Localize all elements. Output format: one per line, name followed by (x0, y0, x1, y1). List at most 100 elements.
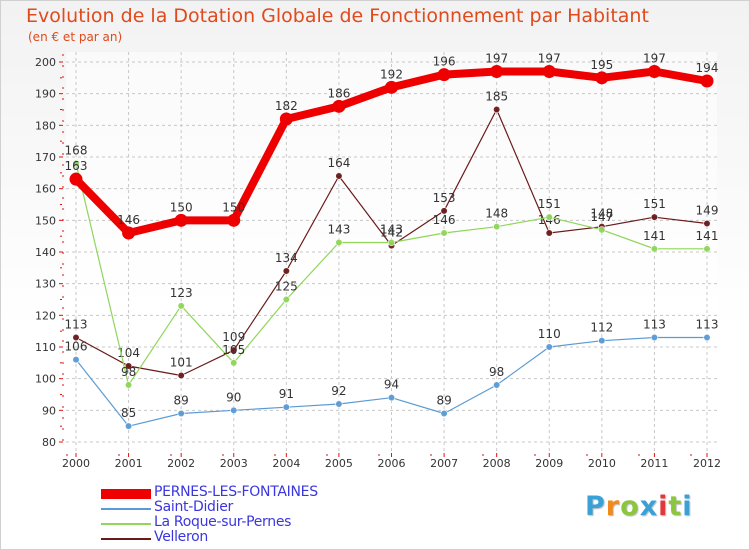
logo-letter: i (682, 491, 693, 522)
data-point (437, 68, 451, 82)
data-point (69, 172, 83, 186)
data-point (279, 112, 293, 126)
data-label: 98 (121, 365, 136, 379)
data-point (335, 400, 343, 408)
data-point (72, 333, 80, 342)
data-label: 194 (696, 61, 719, 75)
legend-label: Saint-Didier (154, 499, 233, 515)
logo-letter: x (639, 491, 659, 522)
data-label: 113 (696, 318, 719, 332)
y-tick-label: 160 (35, 183, 56, 196)
data-point (335, 238, 343, 247)
data-label: 142 (380, 226, 403, 240)
x-tick-label: 2011 (640, 457, 668, 470)
data-label: 105 (222, 343, 245, 357)
data-point (493, 223, 501, 231)
data-label: 134 (275, 251, 298, 265)
x-tick-label: 2006 (378, 457, 406, 470)
x-tick-label: 2008 (483, 457, 511, 470)
data-point (545, 343, 553, 351)
data-point (124, 422, 133, 430)
data-label: 141 (643, 229, 666, 243)
data-point (124, 381, 133, 389)
data-label: 143 (327, 223, 350, 237)
y-tick-label: 100 (35, 373, 56, 386)
x-tick-label: 2010 (588, 457, 616, 470)
data-point (700, 74, 714, 88)
data-point (595, 71, 609, 85)
data-label: 125 (275, 280, 298, 294)
data-point (282, 295, 290, 304)
data-label: 106 (65, 340, 88, 354)
data-label: 141 (696, 229, 719, 243)
data-point (440, 207, 448, 215)
data-label: 150 (222, 200, 245, 214)
data-point (124, 362, 133, 370)
data-label: 109 (222, 330, 245, 344)
data-label: 150 (170, 200, 193, 214)
data-point (282, 403, 290, 411)
data-point (177, 302, 185, 310)
chart-subtitle: (en € et par an) (28, 30, 123, 44)
data-label: 168 (65, 143, 88, 157)
x-tick-label: 2003 (220, 457, 248, 470)
data-point (227, 213, 241, 227)
data-label: 98 (489, 365, 504, 379)
data-point (440, 409, 448, 418)
data-point (542, 65, 556, 78)
data-point (72, 159, 80, 167)
data-label: 146 (117, 213, 140, 227)
data-point (230, 346, 238, 354)
data-point (174, 213, 188, 227)
data-label: 112 (590, 321, 613, 335)
x-tick-label: 2002 (167, 457, 195, 470)
data-label: 101 (170, 356, 193, 370)
data-label: 196 (433, 55, 456, 69)
y-tick-label: 140 (35, 246, 56, 259)
data-point (598, 226, 606, 234)
data-label: 163 (65, 159, 88, 173)
data-label: 146 (433, 213, 456, 227)
data-label: 110 (538, 327, 561, 341)
line-chart: 80 90 100 110 120 130 140 150 160 170 180 190 200 200… (35, 52, 721, 471)
data-point (647, 65, 661, 78)
data-label: 195 (590, 58, 613, 72)
data-label: 113 (65, 318, 88, 332)
x-tick-label: 2001 (115, 457, 143, 470)
data-point (282, 267, 290, 275)
data-point (335, 172, 343, 180)
data-label: 104 (117, 346, 140, 360)
data-label: 182 (275, 99, 298, 113)
data-label: 92 (331, 384, 346, 398)
y-tick-label: 130 (35, 278, 56, 291)
x-tick-label: 2000 (62, 457, 90, 470)
data-point (545, 213, 553, 221)
data-label: 113 (643, 318, 666, 332)
data-point (598, 337, 606, 345)
y-tick-label: 190 (35, 88, 56, 101)
y-tick-label: 150 (35, 214, 56, 227)
data-point (703, 245, 711, 253)
data-label: 192 (380, 67, 403, 81)
data-label: 148 (485, 207, 508, 221)
data-point (385, 80, 398, 94)
data-point (650, 245, 659, 253)
data-point (387, 238, 396, 247)
legend-swatch (101, 523, 151, 525)
x-tick-label: 2012 (693, 457, 721, 470)
x-tick-label: 2009 (535, 457, 563, 470)
x-tick-label: 2005 (325, 457, 353, 470)
y-tick-label: 110 (35, 341, 56, 354)
y-tick-label: 80 (42, 436, 56, 449)
data-label: 153 (433, 191, 456, 205)
data-point (230, 359, 238, 367)
data-label: 143 (380, 223, 403, 237)
data-label: 89 (174, 394, 189, 408)
chart-title: Evolution de la Dotation Globale de Fonc… (26, 5, 649, 27)
data-label: 147 (590, 210, 613, 224)
logo-letter: r (605, 491, 621, 522)
data-point (703, 333, 711, 342)
data-label: 197 (485, 52, 508, 66)
legend-label: La Roque-sur-Pernes (154, 514, 292, 530)
